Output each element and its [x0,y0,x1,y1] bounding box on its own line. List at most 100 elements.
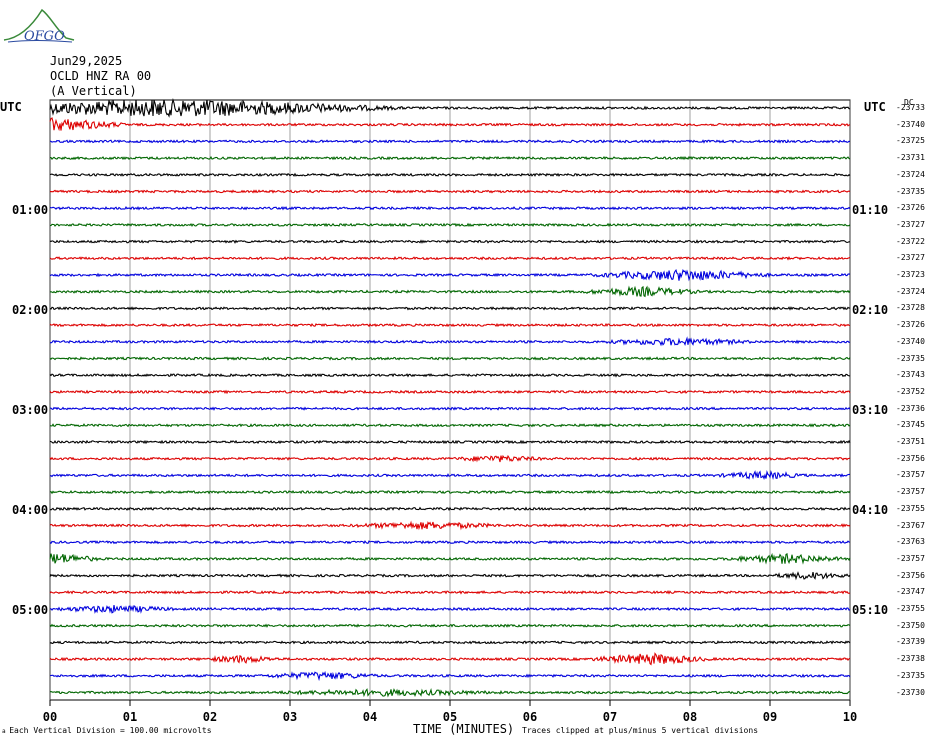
dc-offset-label: -23725 [896,136,925,146]
dc-offset-label: -23727 [896,253,925,263]
x-tick-label: 10 [842,710,858,724]
dc-offset-label: -23751 [896,437,925,446]
seismic-trace [49,552,851,565]
x-tick-label: 09 [762,710,778,724]
x-tick-label: 05 [442,710,458,724]
seismic-trace [49,172,851,178]
seismic-trace [49,605,851,614]
x-tick-label: 04 [362,710,378,724]
component-label: (A Vertical) [50,84,137,98]
right-hour-label: 02:10 [852,303,889,317]
seismic-trace [49,539,851,545]
seismic-trace [49,189,851,194]
x-tick-label: 01 [122,710,138,724]
dc-offset-label: -23727 [896,219,925,229]
seismic-trace [49,640,851,645]
seismic-trace [49,652,851,666]
seismic-trace [49,670,851,682]
right-hour-label: 01:10 [852,203,889,217]
dc-offset-label: -23722 [896,236,925,246]
seismic-trace [49,489,851,495]
seismic-trace [49,590,851,595]
x-tick-label: 08 [682,710,698,724]
dc-offset-label: -23724 [896,169,925,179]
ofgo-logo: OFGO [2,4,76,44]
dc-offset-label: -23730 [896,687,925,697]
dc-offset-label: -23750 [896,620,925,630]
seismic-trace [49,336,851,347]
x-axis-title: TIME (MINUTES) [413,722,515,736]
dc-offset-label: -23726 [896,320,925,330]
left-hour-label: 01:00 [12,203,49,217]
seismic-trace [49,139,851,144]
dc-offset-label: -23735 [896,186,925,196]
x-tick-label: 06 [522,710,538,724]
left-hour-label: 03:00 [12,403,49,417]
seismic-trace [49,439,851,445]
dc-offset-label: -23757 [896,487,925,497]
footer-clip-note: Traces clipped at plus/minus 5 vertical … [522,726,759,735]
date-label: Jun29,2025 [50,54,123,68]
dc-offset-label: -23735 [896,670,925,680]
dc-offset-label: -23756 [896,570,925,580]
left-hour-label: 02:00 [12,303,49,317]
left-hour-label: 05:00 [12,603,49,617]
seismic-trace [49,406,851,411]
seismic-trace [49,520,851,531]
dc-offset-label: -23736 [896,403,925,413]
right-hour-label: 04:10 [852,503,889,517]
dc-offset-label: -23738 [896,654,925,664]
x-tick-label: 00 [42,710,58,724]
seismic-trace [49,571,851,581]
seismic-trace [49,688,851,698]
seismic-trace [49,306,851,311]
seismic-trace [49,623,851,628]
seismic-trace [49,255,851,261]
dc-offset-label: -23745 [896,420,925,430]
seismic-trace [49,423,851,428]
dc-offset-label: -23743 [896,370,925,380]
dc-offset-label: -23752 [896,386,925,396]
x-tick-label: 02 [202,710,218,724]
seismic-trace [49,356,851,361]
seismic-trace [49,372,851,378]
dc-offset-label: -23755 [896,604,925,613]
dc-offset-label: -23724 [896,286,925,296]
dc-offset-label: -23757 [896,470,925,480]
seismic-trace [49,469,851,480]
seismic-trace [49,117,851,132]
station-label: OCLD HNZ RA 00 [50,69,152,83]
seismic-trace [49,322,851,328]
dc-label: DC [904,98,914,107]
dc-offset-label: -23763 [896,537,925,547]
logo-mountain-icon [3,8,75,43]
dc-offset-label: -23733 [896,103,925,112]
dc-offset-label: -23755 [896,503,925,513]
dc-offset-label: -23728 [896,303,925,313]
dc-offset-label: -23740 [896,119,925,129]
seismic-trace [49,97,851,118]
seismic-trace [49,285,851,298]
left-hour-label: 04:00 [12,503,49,517]
footer-scale-note: a Each Vertical Division = 100.00 microv… [2,726,212,735]
x-tick-label: 03 [282,710,298,724]
seismic-trace [49,506,851,511]
right-hour-label: 05:10 [852,603,889,617]
seismic-trace [49,155,851,161]
right-utc-label: UTC [864,100,886,114]
seismic-trace [49,389,851,395]
x-tick-label: 07 [602,710,618,724]
dc-offset-label: -23740 [896,336,925,346]
seismic-trace [49,222,851,228]
dc-offset-label: -23757 [896,553,925,563]
seismic-trace [49,268,851,282]
dc-offset-label: -23767 [896,520,925,530]
logo-text: OFGO [24,29,65,44]
left-utc-label: UTC [0,100,22,114]
dc-offset-label: -23739 [896,637,925,647]
right-hour-label: 03:10 [852,403,889,417]
seismic-trace [49,454,851,463]
dc-offset-label: -23723 [896,270,925,279]
seismic-trace [49,239,851,244]
